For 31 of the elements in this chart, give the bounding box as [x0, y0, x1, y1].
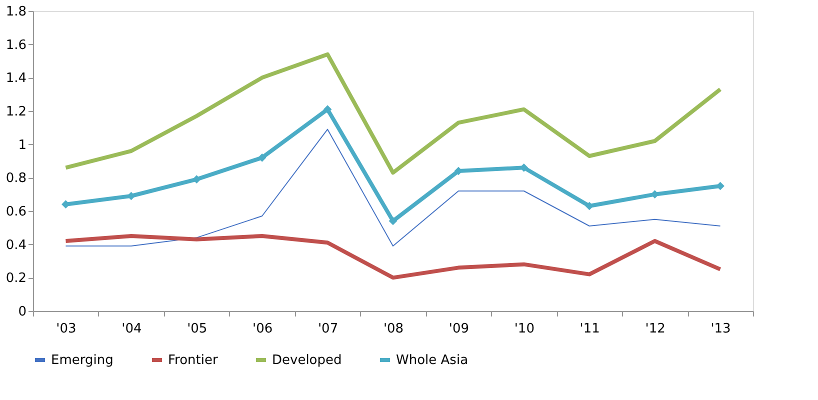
point	[258, 153, 266, 162]
point	[323, 105, 332, 114]
y-tick-label: 0.8	[6, 171, 26, 186]
legend-label: Frontier	[168, 353, 218, 368]
x-tick-label: '07	[318, 322, 338, 336]
x-tick-label: '06	[252, 322, 273, 336]
y-tick-label: 0.6	[6, 204, 26, 220]
y-tick-label: 1.6	[6, 38, 26, 53]
y-tick-label: 0.2	[6, 271, 26, 286]
y-tick-label: 0	[18, 304, 26, 320]
legend-label: Whole Asia	[396, 353, 468, 368]
y-tick-label: 1.2	[6, 104, 26, 120]
x-tick-label: '10	[514, 322, 534, 336]
y-tick-label: 1	[18, 138, 26, 153]
x-tick-label: '11	[580, 322, 600, 336]
y-tick-label: 1.8	[6, 4, 26, 20]
y-tick-label: 1.4	[6, 71, 26, 86]
line-series	[64, 234, 722, 280]
y-tick-label: 0.4	[6, 238, 26, 253]
line-series	[65, 128, 721, 246]
x-tick-label: '08	[383, 322, 404, 336]
x-tick-label: '12	[645, 322, 666, 336]
legend-label: Developed	[272, 353, 342, 368]
point	[388, 216, 398, 226]
legend-label: Emerging	[51, 353, 114, 368]
x-tick-label: '04	[122, 322, 142, 336]
line-series	[64, 52, 722, 175]
x-tick-label: '13	[710, 322, 731, 336]
x-tick-label: '03	[56, 322, 76, 336]
x-tick-label: '05	[187, 322, 208, 336]
x-tick-label: '09	[448, 322, 470, 336]
